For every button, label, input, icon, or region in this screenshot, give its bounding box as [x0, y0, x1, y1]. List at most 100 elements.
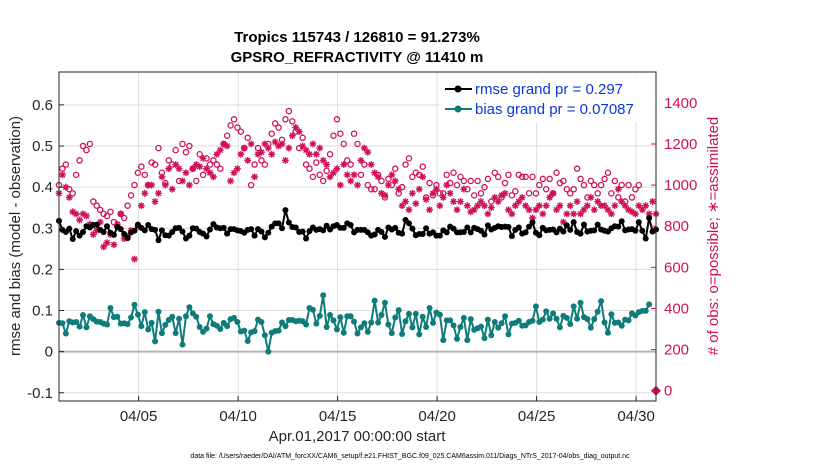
rmse-data-point [145, 221, 152, 228]
obs-assimilated-marker [234, 165, 241, 173]
y-right-tick-label: 1000 [664, 177, 697, 194]
obs-possible-marker [357, 171, 365, 179]
obs-assimilated-marker [398, 202, 406, 210]
rmse-data-point [419, 231, 426, 238]
obs-assimilated-marker [457, 198, 464, 205]
bias-data-point [594, 308, 601, 315]
obs-assimilated-marker [508, 210, 516, 218]
bias-data-point [385, 321, 392, 328]
legend: rmse grand pr = 0.297 bias grand pr = 0.… [439, 73, 656, 123]
obs-assimilated-marker [319, 157, 327, 164]
rmse-data-point [642, 235, 649, 242]
obs-assimilated-marker [364, 148, 372, 156]
obs-assimilated-marker [100, 243, 108, 251]
bias-data-point [62, 330, 69, 337]
obs-assimilated-marker [601, 202, 608, 210]
bias-data-point [436, 311, 443, 318]
bias-data-point [412, 310, 419, 317]
rmse-data-point [484, 222, 491, 229]
obs-possible-marker [409, 173, 416, 181]
obs-assimilated-marker [570, 210, 578, 218]
obs-assimilated-marker [199, 154, 207, 162]
bias-data-point [80, 312, 87, 319]
obs-assimilated-marker [426, 206, 433, 214]
obs-possible-marker [477, 190, 485, 197]
obs-assimilated-marker [360, 144, 368, 152]
obs-possible-marker [258, 157, 265, 164]
obs-assimilated-marker [638, 206, 646, 214]
obs-possible-marker [536, 181, 543, 189]
obs-possible-marker [124, 202, 131, 209]
obs-assimilated-marker [583, 202, 591, 210]
obs-possible-marker [601, 175, 608, 183]
y-left-tick-label: 0 [45, 344, 53, 361]
bias-data-point [124, 321, 131, 328]
obs-assimilated-marker [607, 210, 615, 218]
obs-possible-marker [165, 157, 173, 164]
obs-assimilated-marker [285, 144, 293, 152]
obs-possible-marker [217, 165, 224, 172]
bias-data-point [375, 319, 382, 326]
obs-assimilated-marker [597, 202, 605, 210]
bias-data-point [419, 313, 426, 320]
obs-assimilated-marker [237, 150, 245, 158]
bias-data-point [323, 323, 330, 330]
obs-possible-marker [628, 194, 636, 201]
bias-data-point [138, 323, 145, 330]
obs-assimilated-marker [271, 138, 279, 146]
obs-possible-marker [604, 169, 612, 177]
rmse-data-point [248, 226, 255, 233]
obs-assimilated-marker [481, 202, 488, 210]
rmse-data-point [646, 214, 653, 221]
y-left-axis-label: rmse and bias (model - observation) [7, 116, 24, 356]
obs-possible-marker [206, 161, 214, 168]
obs-possible-marker [261, 161, 269, 168]
obs-possible-marker [398, 183, 406, 191]
bias-data-point [550, 310, 557, 317]
obs-assimilated-marker [316, 144, 324, 152]
bias-data-point [282, 323, 289, 330]
obs-assimilated-marker [384, 181, 392, 189]
obs-assimilated-marker [395, 185, 403, 193]
bias-data-point [309, 306, 316, 313]
y-left-tick-label: 0.3 [32, 220, 53, 237]
x-tick-label: 04/20 [418, 408, 456, 425]
obs-assimilated-marker [86, 220, 94, 228]
bias-data-point [241, 327, 248, 334]
rmse-data-point [279, 225, 286, 232]
obs-possible-marker [179, 140, 186, 148]
obs-assimilated-marker [354, 181, 361, 189]
bias-data-point [155, 308, 162, 315]
bias-data-point [230, 314, 237, 321]
obs-possible-marker [378, 177, 385, 185]
x-axis-label: Apr.01,2017 00:00:00 start [269, 428, 447, 445]
obs-possible-marker [127, 192, 135, 199]
obs-assimilated-marker [89, 231, 97, 238]
rmse-data-point [443, 229, 450, 236]
obs-assimilated-marker [408, 189, 416, 197]
obs-assimilated-marker [587, 194, 595, 201]
bias-data-point [381, 299, 388, 306]
bias-data-point [340, 329, 347, 336]
obs-possible-marker [254, 144, 262, 152]
obs-assimilated-marker [518, 194, 526, 201]
obs-possible-marker [443, 171, 450, 179]
chart-title-line2: GPSRO_REFRACTIVITY @ 11410 m [231, 49, 484, 66]
obs-assimilated-marker [367, 161, 375, 168]
obs-assimilated-marker [621, 202, 629, 210]
bias-data-point [481, 335, 488, 342]
rmse-data-point [303, 235, 310, 242]
obs-possible-marker [481, 183, 488, 191]
bias-data-point [313, 320, 320, 327]
rmse-data-point [639, 227, 646, 234]
obs-possible-marker [103, 212, 111, 220]
rmse-data-point [526, 223, 533, 230]
obs-possible-marker [192, 177, 200, 185]
bias-data-point [457, 323, 464, 330]
rmse-data-point [206, 226, 213, 233]
obs-possible-marker [107, 208, 114, 216]
obs-assimilated-marker [330, 169, 337, 177]
rmse-data-point [399, 230, 406, 237]
rmse-data-point [536, 232, 543, 239]
obs-assimilated-marker [635, 202, 643, 210]
